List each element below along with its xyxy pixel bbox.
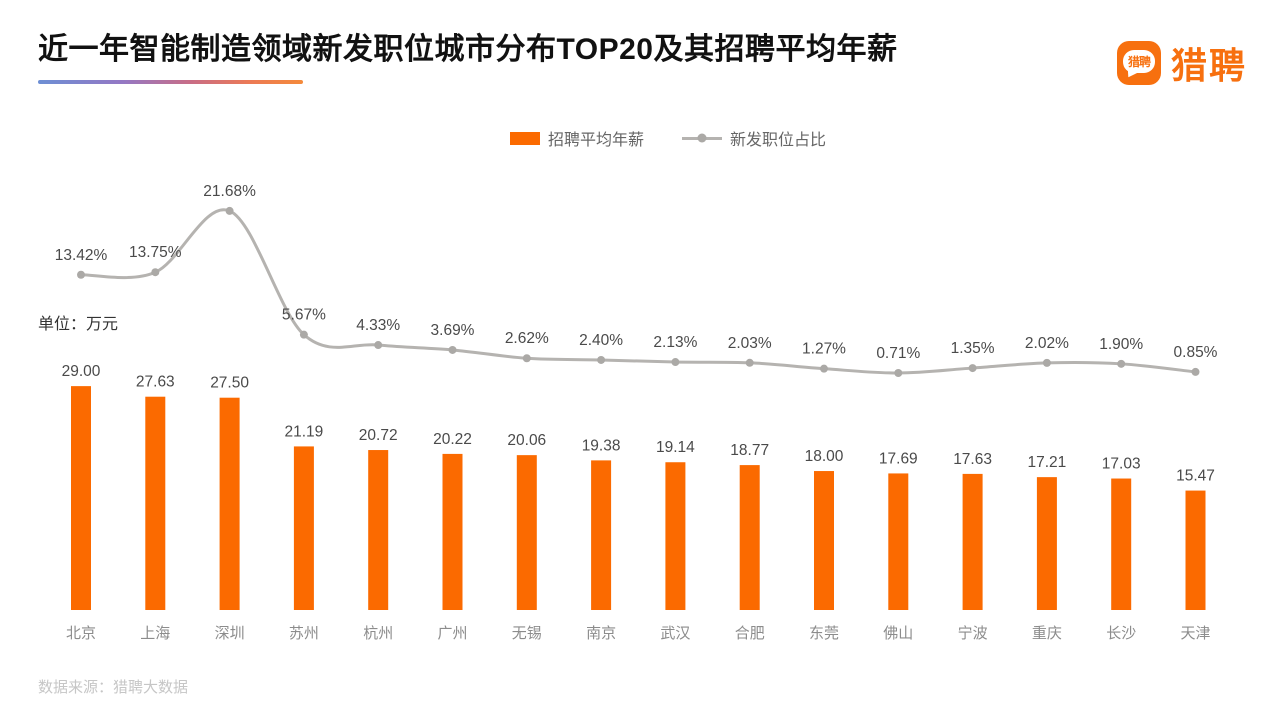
salary-bar xyxy=(1111,478,1132,610)
city-label: 南京 xyxy=(586,625,616,642)
bar-value-label: 20.72 xyxy=(359,427,398,444)
city-label: 宁波 xyxy=(958,625,988,642)
bar-value-label: 15.47 xyxy=(1176,468,1215,485)
legend-line-dot-icon xyxy=(697,133,707,143)
line-dot xyxy=(894,369,903,378)
liepin-logo-icon: 猎聘 xyxy=(1117,41,1161,85)
line-percent-label: 21.68% xyxy=(203,183,256,200)
salary-bar xyxy=(814,471,834,610)
city-label: 合肥 xyxy=(735,625,765,642)
line-dot xyxy=(597,355,606,364)
salary-bar xyxy=(1036,477,1057,610)
page-title: 近一年智能制造领域新发职位城市分布TOP20及其招聘平均年薪 xyxy=(38,33,898,66)
bar-value-label: 21.19 xyxy=(285,423,324,440)
city-label: 广州 xyxy=(437,625,467,642)
salary-bar xyxy=(739,465,760,610)
bar-value-label: 17.69 xyxy=(879,450,918,467)
city-label: 深圳 xyxy=(215,625,245,642)
salary-bar xyxy=(516,455,537,610)
line-percent-label: 2.62% xyxy=(505,330,549,347)
line-percent-label: 13.42% xyxy=(55,247,108,264)
city-label: 东莞 xyxy=(809,625,839,642)
salary-bar xyxy=(71,386,91,610)
legend-line-label: 新发职位占比 xyxy=(730,132,827,149)
salary-bar xyxy=(665,462,686,610)
bar-value-label: 19.38 xyxy=(582,437,621,454)
line-dot xyxy=(671,358,680,367)
bar-value-label: 17.63 xyxy=(953,451,992,468)
line-dot xyxy=(448,345,457,354)
line-dot xyxy=(1042,358,1051,367)
bar-value-label: 18.00 xyxy=(805,448,844,465)
legend-line-swatch-icon xyxy=(682,133,722,143)
line-percent-label: 13.75% xyxy=(129,244,182,261)
liepin-logo: 猎聘 猎聘 xyxy=(1117,37,1247,89)
line-percent-label: 1.27% xyxy=(802,341,846,358)
chart-legend: 招聘平均年薪 新发职位占比 xyxy=(28,126,1280,150)
line-dot xyxy=(225,206,234,215)
line-dot xyxy=(374,341,383,350)
line-dot xyxy=(522,354,531,363)
line-dot xyxy=(820,364,828,373)
line-percent-label: 1.90% xyxy=(1099,336,1143,353)
city-label: 天津 xyxy=(1180,625,1210,642)
line-percent-label: 0.71% xyxy=(876,345,920,362)
city-label: 杭州 xyxy=(363,625,393,642)
line-percent-label: 3.69% xyxy=(431,322,475,339)
salary-bar xyxy=(368,450,389,610)
bar-value-label: 27.50 xyxy=(210,375,249,392)
line-percent-label: 5.67% xyxy=(282,307,326,324)
salary-bar xyxy=(962,473,983,610)
line-dot xyxy=(1117,359,1126,368)
salary-bar xyxy=(1185,490,1206,610)
line-percent-label: 1.35% xyxy=(951,340,995,357)
city-label: 北京 xyxy=(66,625,96,642)
legend-item-share: 新发职位占比 xyxy=(682,126,826,150)
line-percent-label: 2.03% xyxy=(728,335,772,352)
data-source: 数据来源：猎聘大数据 xyxy=(38,679,189,696)
bar-value-label: 18.77 xyxy=(730,442,769,459)
legend-bar-swatch-icon xyxy=(509,131,540,145)
line-percent-label: 4.33% xyxy=(356,317,400,334)
city-label: 无锡 xyxy=(512,625,542,642)
legend-bar-label: 招聘平均年薪 xyxy=(547,132,644,149)
salary-bar xyxy=(591,460,612,610)
salary-bar xyxy=(442,453,463,610)
salary-bar xyxy=(888,473,909,610)
bar-value-label: 20.06 xyxy=(507,432,546,449)
legend-item-salary: 招聘平均年薪 xyxy=(509,126,644,150)
city-label: 武汉 xyxy=(660,625,690,642)
city-label: 上海 xyxy=(140,625,170,642)
salary-bar xyxy=(219,397,240,610)
line-dot xyxy=(745,358,754,367)
line-percent-label: 2.40% xyxy=(579,332,623,349)
bar-value-label: 17.21 xyxy=(1028,454,1067,471)
bar-value-label: 20.22 xyxy=(433,431,472,448)
bar-value-label: 29.00 xyxy=(62,363,101,380)
line-dot xyxy=(77,270,85,279)
line-percent-label: 2.02% xyxy=(1025,335,1069,352)
bar-value-label: 17.03 xyxy=(1102,456,1141,473)
line-dot xyxy=(1191,367,1200,376)
city-label: 重庆 xyxy=(1032,625,1062,642)
city-label: 长沙 xyxy=(1106,625,1136,642)
line-percent-label: 0.85% xyxy=(1174,344,1218,361)
bar-value-label: 27.63 xyxy=(136,374,175,391)
line-dot xyxy=(151,268,160,277)
salary-bar xyxy=(145,396,166,610)
title-underline-decoration xyxy=(38,80,303,84)
line-percent-label: 2.13% xyxy=(653,334,697,351)
speech-bubble-icon: 猎聘 xyxy=(1123,50,1155,73)
city-label: 苏州 xyxy=(289,625,319,642)
salary-bar xyxy=(293,446,314,610)
liepin-logo-wordmark: 猎聘 xyxy=(1171,45,1248,86)
unit-label: 单位：万元 xyxy=(38,316,119,333)
line-dot xyxy=(299,330,308,339)
city-label: 佛山 xyxy=(883,625,913,642)
bar-value-label: 19.14 xyxy=(656,439,695,456)
line-dot xyxy=(968,364,977,373)
share-line xyxy=(80,208,1196,375)
